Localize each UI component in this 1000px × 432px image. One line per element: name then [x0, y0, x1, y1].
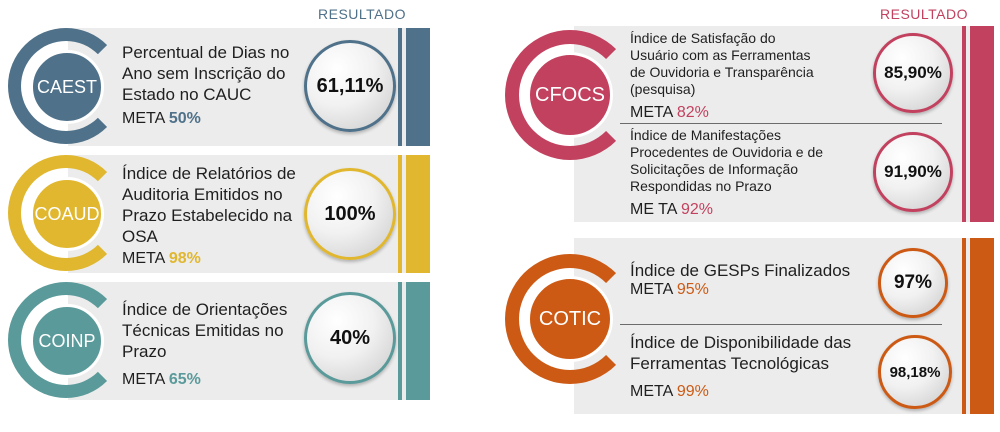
cotic-item2-meta-label: META	[630, 383, 673, 400]
cotic-accent-bar	[970, 238, 994, 414]
caest-accent-line	[398, 28, 402, 146]
cotic-item1-meta: META 95%	[630, 281, 709, 299]
caest-description: Percentual de Dias no Ano sem Inscrição …	[122, 43, 290, 104]
coaud-accent-line	[398, 155, 402, 273]
caest-result: 61,11%	[304, 40, 396, 132]
cfocs-separator	[620, 123, 942, 124]
cfocs-item1-result: 85,90%	[873, 33, 953, 113]
cotic-separator	[620, 324, 942, 325]
cotic-item1-meta-value: 95%	[676, 281, 709, 298]
caest-meta: META 50%	[122, 110, 201, 128]
caest-accent-bar	[406, 28, 430, 146]
cfocs-accent-bar	[970, 26, 994, 222]
coaud-description: Índice de Relatórios de Auditoria Emitid…	[122, 164, 296, 246]
resultado-label-left: RESULTADO	[318, 6, 406, 22]
cotic-item2-meta-value: 99%	[676, 383, 709, 400]
coaud-result: 100%	[304, 168, 396, 260]
cotic-item2-description: Índice de Disponibilidade das Ferramenta…	[630, 333, 852, 373]
coinp-description: Índice de Orientações Técnicas Emitidas …	[122, 300, 288, 361]
coinp-meta: META 65%	[122, 371, 201, 389]
cotic-item2-result: 98,18%	[878, 335, 952, 409]
cotic-item1-result: 97%	[878, 248, 948, 318]
cotic-accent-line	[962, 238, 966, 414]
cfocs-item2-description: Índice de Manifestações Procedentes de O…	[630, 127, 824, 194]
resultado-label-right: RESULTADO	[880, 6, 968, 22]
coaud-accent-bar	[406, 155, 430, 273]
coaud-meta-label: META	[122, 250, 165, 267]
cfocs-item2-meta-value: 92%	[680, 201, 714, 218]
cotic-item1-meta-label: META	[630, 281, 673, 298]
coinp-meta-value: 65%	[168, 371, 201, 388]
coinp-accent-bar	[406, 282, 430, 400]
cfocs-item2-result: 91,90%	[873, 132, 953, 212]
coaud-meta-value: 98%	[168, 250, 201, 267]
cotic-badge: COTIC	[527, 276, 613, 362]
cfocs-item1-meta-label: META	[630, 104, 673, 121]
coinp-accent-line	[398, 282, 402, 400]
cfocs-item1-description: Índice de Satisfação do Usuário com as F…	[630, 30, 814, 97]
coaud-meta: META 98%	[122, 250, 201, 268]
caest-badge: CAEST	[30, 50, 104, 124]
caest-meta-label: META	[122, 110, 165, 127]
coinp-meta-label: META	[122, 371, 165, 388]
coinp-badge: COINP	[30, 304, 104, 378]
cfocs-item1-meta: META 82%	[630, 104, 709, 122]
coinp-result: 40%	[304, 292, 396, 384]
cfocs-item2-meta-label: ME TA	[630, 201, 677, 218]
coaud-badge: COAUD	[30, 177, 104, 251]
caest-meta-value: 50%	[168, 110, 201, 127]
cfocs-item1-meta-value: 82%	[676, 104, 709, 121]
cfocs-badge: CFOCS	[527, 52, 613, 138]
cotic-item2-meta: META 99%	[630, 383, 709, 401]
cotic-item1-description: Índice de GESPs Finalizados	[630, 261, 851, 280]
cfocs-item2-meta: ME TA 92%	[630, 201, 713, 219]
cfocs-accent-line	[962, 26, 966, 222]
